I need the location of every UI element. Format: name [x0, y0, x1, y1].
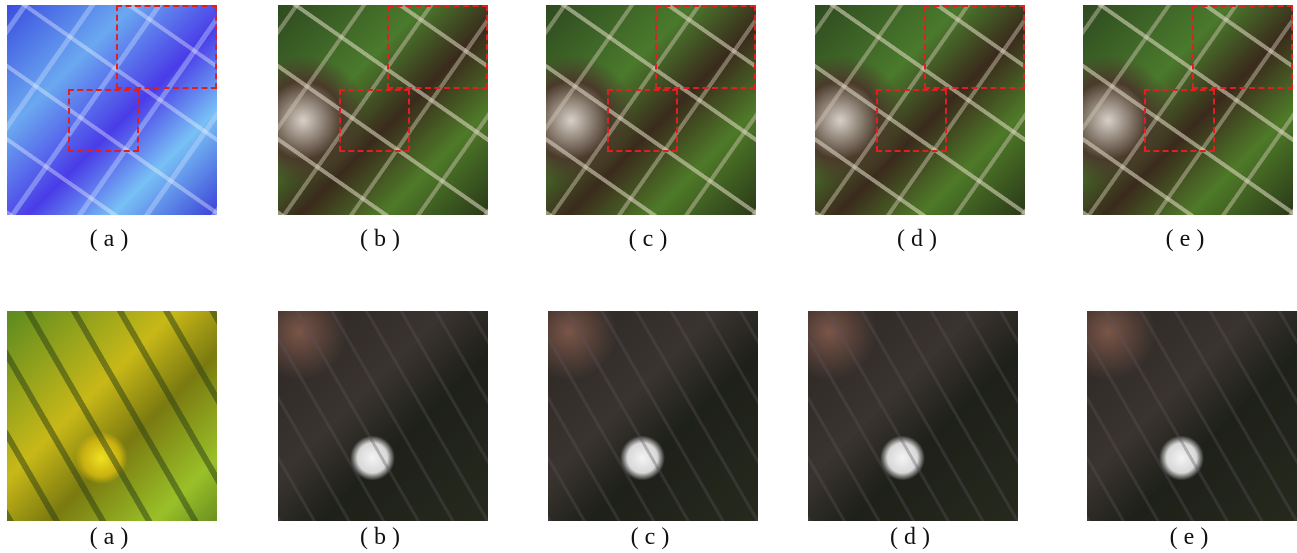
zoom-box [1192, 5, 1293, 89]
panel-image [7, 311, 217, 521]
figure: (a) (b) (c) (d) (e) (a) (b) (c) (d) (e) [0, 0, 1297, 553]
panel-image [808, 311, 1018, 521]
panel-image [815, 5, 1025, 215]
zoom-box [876, 89, 947, 152]
panel-caption: (b) [278, 226, 488, 253]
panel-caption: (c) [546, 226, 756, 253]
zoom-box [68, 89, 139, 152]
zoom-box [387, 5, 488, 89]
panel-caption: (e) [1087, 524, 1297, 551]
zoom-box [924, 5, 1025, 89]
panel-image [1083, 5, 1293, 215]
panel-caption: (e) [1083, 226, 1293, 253]
panel-image [278, 311, 488, 521]
zoom-box [655, 5, 756, 89]
panel-image [546, 5, 756, 215]
panel-image [548, 311, 758, 521]
panel-caption: (a) [7, 524, 217, 551]
panel-caption: (b) [278, 524, 488, 551]
zoom-box [1144, 89, 1215, 152]
panel-caption: (c) [548, 524, 758, 551]
zoom-box [116, 5, 217, 89]
panel-caption: (d) [815, 226, 1025, 253]
zoom-box [607, 89, 678, 152]
zoom-box [339, 89, 410, 152]
panel-image [7, 5, 217, 215]
panel-image [278, 5, 488, 215]
panel-caption: (a) [7, 226, 217, 253]
panel-caption: (d) [808, 524, 1018, 551]
panel-image [1087, 311, 1297, 521]
